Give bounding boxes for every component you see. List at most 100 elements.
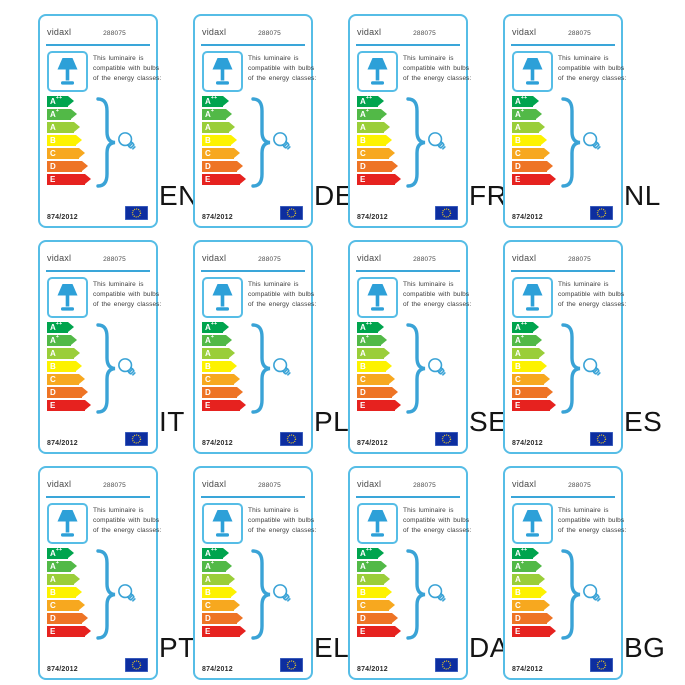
energy-class-letter: A [205,96,211,106]
energy-class-plus: + [55,334,59,341]
compatibility-text: This luminaire is compatible with bulbs … [558,280,627,309]
energy-label-cell: vidaxl 288075 This luminaire is compatib… [38,466,195,680]
energy-class-letter: A [50,122,56,132]
card-header: vidaxl 288075 [512,479,614,491]
energy-class-letter: C [360,600,366,610]
compatibility-line: compatible with bulbs [93,64,160,72]
compatibility-line: compatible with bulbs [248,516,315,524]
energy-class-row-D: D [512,613,556,624]
brand-logo: vidaxl [47,479,72,489]
energy-class-letter: A [205,548,211,558]
arrow-tip [533,548,539,558]
energy-class-row-A: A [202,122,246,133]
arrow-tip [389,600,396,610]
luminaire-icon-box [512,51,553,92]
arrow-tip [76,587,83,597]
arrow-tip [68,548,74,558]
arrow-tip [378,322,384,332]
curly-brace-icon [406,549,426,640]
compatibility-line: of the energy classes: [558,300,627,308]
energy-class-letter: A [205,348,211,358]
energy-class-letter: A [515,335,521,345]
table-lamp-icon [57,58,78,85]
table-lamp-icon [212,58,233,85]
compatibility-line: compatible with bulbs [248,64,315,72]
energy-class-arrow: A ++ [202,548,223,559]
regulation-number: 874/2012 [357,666,388,673]
energy-class-plus: ++ [210,95,218,102]
table-lamp-icon [367,58,388,85]
energy-class-arrow: D [512,387,547,398]
energy-class-letter: D [360,387,366,397]
energy-class-letter: D [515,613,521,623]
energy-class-row-E: E [512,400,556,411]
energy-class-row-A++: A ++ [357,548,401,559]
energy-class-row-A: A [47,122,91,133]
product-number: 288075 [103,481,126,489]
energy-class-row-A+: A + [357,335,401,346]
arrow-tip [547,387,553,397]
compatibility-text: This luminaire is compatible with bulbs … [93,54,161,83]
energy-class-row-E: E [357,626,401,637]
card-header: vidaxl 288075 [47,27,149,39]
energy-class-row-D: D [202,613,246,624]
energy-label-cell: vidaxl 288075 This luminaire is compatib… [348,14,507,228]
energy-class-plus: ++ [520,547,528,554]
energy-class-row-A: A [202,574,246,585]
energy-class-row-C: C [202,374,246,385]
energy-class-row-E: E [202,400,246,411]
energy-class-row-A: A [357,574,401,585]
energy-class-arrows: A ++ A + A B C D E [47,548,91,639]
arrow-tip [228,122,235,132]
energy-class-arrow: E [47,626,85,637]
energy-class-arrow: E [512,174,550,185]
energy-class-arrow: B [512,361,542,372]
energy-class-letter: D [50,387,56,397]
energy-class-row-B: B [512,135,556,146]
energy-class-row-B: B [202,361,246,372]
arrow-tip [378,548,384,558]
energy-class-letter: A [515,574,521,584]
energy-class-letter: D [205,613,211,623]
arrow-tip [239,174,246,184]
energy-class-plus: ++ [55,321,63,328]
arrow-tip [82,613,88,623]
energy-class-letter: A [205,335,211,345]
energy-class-plus: ++ [365,321,373,328]
energy-class-row-A: A [357,348,401,359]
curly-brace-icon [406,97,426,188]
compatibility-text: This luminaire is compatible with bulbs … [403,280,471,309]
header-divider [511,270,615,272]
energy-class-arrow: D [202,387,237,398]
light-bulb-icon [583,358,601,376]
energy-class-row-A: A [512,348,556,359]
curly-brace-icon [561,549,581,640]
arrow-tip [535,109,542,119]
curly-brace-icon [96,97,116,188]
curly-brace-icon [251,323,271,414]
arrow-tip [533,322,539,332]
product-number: 288075 [568,255,591,263]
energy-class-row-E: E [47,626,91,637]
energy-label-cell: vidaxl 288075 This luminaire is compatib… [193,14,353,228]
energy-class-row-C: C [202,600,246,611]
energy-class-letter: D [205,387,211,397]
energy-class-row-E: E [512,626,556,637]
energy-class-plus: ++ [210,321,218,328]
energy-label-card: vidaxl 288075 This luminaire is compatib… [503,14,626,228]
energy-class-arrow: C [357,600,390,611]
energy-class-arrow: E [357,400,395,411]
energy-class-letter: C [205,374,211,384]
energy-class-arrow: C [357,374,390,385]
table-lamp-icon [522,510,543,537]
energy-class-arrow: A ++ [47,96,68,107]
energy-class-letter: D [515,161,521,171]
light-bulb-icon [273,132,291,150]
energy-class-arrows: A ++ A + A B C D E [202,322,246,413]
energy-class-letter: C [515,148,521,158]
energy-class-arrow: A + [357,561,381,572]
energy-class-letter: B [50,135,56,145]
energy-class-letter: E [205,400,211,410]
energy-class-row-A: A [202,348,246,359]
table-lamp-icon [212,284,233,311]
